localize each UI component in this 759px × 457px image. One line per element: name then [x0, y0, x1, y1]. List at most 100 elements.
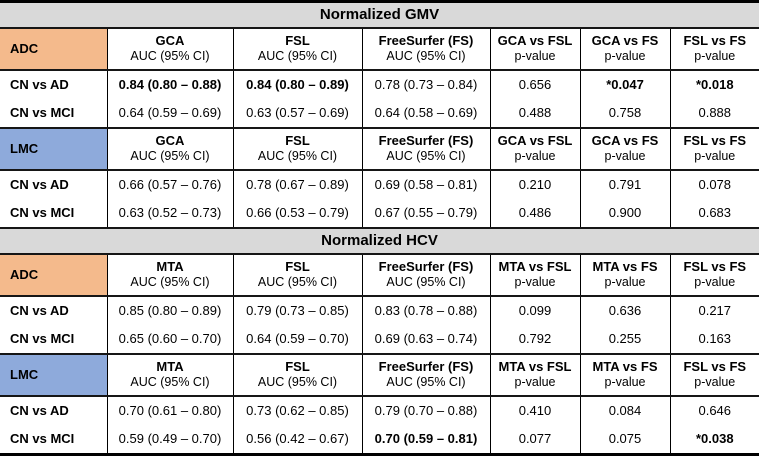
- section-title-gmv: Normalized GMV: [0, 0, 759, 29]
- column-header-line1: FSL: [285, 259, 310, 275]
- value-cell: 0.646: [669, 396, 759, 425]
- column-header-line2: p-value: [604, 375, 646, 390]
- column-header-line1: GCA vs FS: [591, 133, 659, 149]
- column-header-line2: AUC (95% CI): [386, 49, 466, 64]
- column-header-line2: AUC (95% CI): [386, 275, 466, 290]
- row-label: CN vs AD: [10, 402, 69, 418]
- column-header-line1: GCA vs FSL: [497, 133, 573, 149]
- hcv-lmc-header-row: LMC MTA AUC (95% CI) FSL AUC (95% CI) Fr…: [0, 353, 759, 397]
- value-cell: 0.217: [669, 296, 759, 325]
- column-header-line1: GCA vs FS: [591, 33, 659, 49]
- column-header: MTA AUC (95% CI): [106, 353, 233, 397]
- column-header-line1: MTA vs FSL: [498, 259, 572, 275]
- column-header-line1: MTA vs FS: [592, 359, 658, 375]
- column-header-line2: p-value: [604, 149, 646, 164]
- column-header-line2: p-value: [514, 375, 556, 390]
- column-header-line2: p-value: [694, 49, 736, 64]
- column-header-line1: MTA: [156, 259, 184, 275]
- value-cell: 0.792: [489, 325, 580, 354]
- value-cell: 0.410: [489, 396, 580, 425]
- column-header: FSL AUC (95% CI): [232, 127, 362, 171]
- column-header: FreeSurfer (FS) AUC (95% CI): [361, 253, 490, 297]
- column-header-line1: FSL vs FS: [683, 259, 747, 275]
- table-row: CN vs AD 0.84 (0.80 – 0.88) 0.84 (0.80 –…: [0, 70, 759, 99]
- column-header: MTA vs FS p-value: [579, 253, 670, 297]
- value-cell: 0.85 (0.80 – 0.89): [106, 296, 233, 325]
- column-header-line2: p-value: [604, 49, 646, 64]
- value-cell: 0.900: [579, 199, 670, 228]
- value-cell: 0.70 (0.61 – 0.80): [106, 396, 233, 425]
- value-cell: 0.83 (0.78 – 0.88): [361, 296, 490, 325]
- value-cell: 0.077: [489, 425, 580, 455]
- group-label-adc: ADC: [0, 27, 107, 71]
- value-cell: 0.78 (0.73 – 0.84): [361, 70, 490, 99]
- column-header: FSL AUC (95% CI): [232, 353, 362, 397]
- column-header-line1: MTA vs FSL: [498, 359, 572, 375]
- value-cell: 0.79 (0.70 – 0.88): [361, 396, 490, 425]
- column-header-line1: FSL: [285, 359, 310, 375]
- value-cell: 0.210: [489, 170, 580, 199]
- value-cell: 0.84 (0.80 – 0.88): [106, 70, 233, 99]
- value-cell: 0.66 (0.57 – 0.76): [106, 170, 233, 199]
- column-header-line1: FreeSurfer (FS): [378, 259, 474, 275]
- value-cell: 0.163: [669, 325, 759, 354]
- column-header-line1: FSL: [285, 133, 310, 149]
- column-header: GCA vs FS p-value: [579, 27, 670, 71]
- row-label: CN vs MCI: [10, 430, 75, 446]
- column-header-line1: FreeSurfer (FS): [378, 33, 474, 49]
- value-cell: 0.67 (0.55 – 0.79): [361, 199, 490, 228]
- column-header: GCA AUC (95% CI): [106, 27, 233, 71]
- column-header-line1: FreeSurfer (FS): [378, 359, 474, 375]
- table-row: CN vs AD 0.85 (0.80 – 0.89) 0.79 (0.73 –…: [0, 296, 759, 325]
- value-cell: 0.63 (0.52 – 0.73): [106, 199, 233, 228]
- column-header: FSL vs FS p-value: [669, 353, 759, 397]
- column-header-line1: FSL: [285, 33, 310, 49]
- value-cell: 0.69 (0.58 – 0.81): [361, 170, 490, 199]
- column-header-line2: AUC (95% CI): [130, 149, 210, 164]
- value-cell: 0.078: [669, 170, 759, 199]
- column-header-line2: p-value: [514, 49, 556, 64]
- column-header-line2: AUC (95% CI): [130, 49, 210, 64]
- column-header-line1: FSL vs FS: [683, 33, 747, 49]
- value-cell: 0.73 (0.62 – 0.85): [232, 396, 362, 425]
- value-cell: 0.888: [669, 99, 759, 128]
- group-label-lmc: LMC: [0, 353, 107, 397]
- section-title-row-hcv: Normalized HCV: [0, 227, 759, 255]
- group-label-lmc: LMC: [0, 127, 107, 171]
- column-header-line1: FSL vs FS: [683, 133, 747, 149]
- column-header-line1: MTA vs FS: [592, 259, 658, 275]
- row-label: CN vs AD: [10, 302, 69, 318]
- row-label: CN vs MCI: [10, 104, 75, 120]
- column-header-line2: p-value: [604, 275, 646, 290]
- column-header-line2: AUC (95% CI): [257, 375, 338, 390]
- value-cell: 0.075: [579, 425, 670, 455]
- table-row: CN vs MCI 0.63 (0.52 – 0.73) 0.66 (0.53 …: [0, 199, 759, 228]
- column-header: GCA AUC (95% CI): [106, 127, 233, 171]
- column-header: FSL vs FS p-value: [669, 27, 759, 71]
- column-header: MTA vs FS p-value: [579, 353, 670, 397]
- column-header-line2: p-value: [694, 375, 736, 390]
- column-header-line2: p-value: [514, 275, 556, 290]
- value-cell: 0.70 (0.59 – 0.81): [361, 425, 490, 455]
- column-header: MTA vs FSL p-value: [489, 253, 580, 297]
- value-cell: 0.63 (0.57 – 0.69): [232, 99, 362, 128]
- value-cell: 0.64 (0.59 – 0.70): [232, 325, 362, 354]
- row-label: CN vs MCI: [10, 330, 75, 346]
- gmv-lmc-header-row: LMC GCA AUC (95% CI) FSL AUC (95% CI) Fr…: [0, 127, 759, 171]
- column-header: MTA AUC (95% CI): [106, 253, 233, 297]
- column-header: FreeSurfer (FS) AUC (95% CI): [361, 353, 490, 397]
- value-cell: 0.084: [579, 396, 670, 425]
- table-row: CN vs MCI 0.65 (0.60 – 0.70) 0.64 (0.59 …: [0, 325, 759, 354]
- value-cell: *0.047: [579, 70, 670, 99]
- value-cell: 0.69 (0.63 – 0.74): [361, 325, 490, 354]
- column-header: FreeSurfer (FS) AUC (95% CI): [361, 27, 490, 71]
- value-cell: 0.64 (0.59 – 0.69): [106, 99, 233, 128]
- table-row: CN vs AD 0.66 (0.57 – 0.76) 0.78 (0.67 –…: [0, 170, 759, 199]
- table-row: CN vs MCI 0.59 (0.49 – 0.70) 0.56 (0.42 …: [0, 425, 759, 455]
- column-header: GCA vs FSL p-value: [489, 27, 580, 71]
- value-cell: 0.56 (0.42 – 0.67): [232, 425, 362, 455]
- column-header-line1: FreeSurfer (FS): [378, 133, 474, 149]
- value-cell: 0.66 (0.53 – 0.79): [232, 199, 362, 228]
- column-header-line2: AUC (95% CI): [257, 49, 338, 64]
